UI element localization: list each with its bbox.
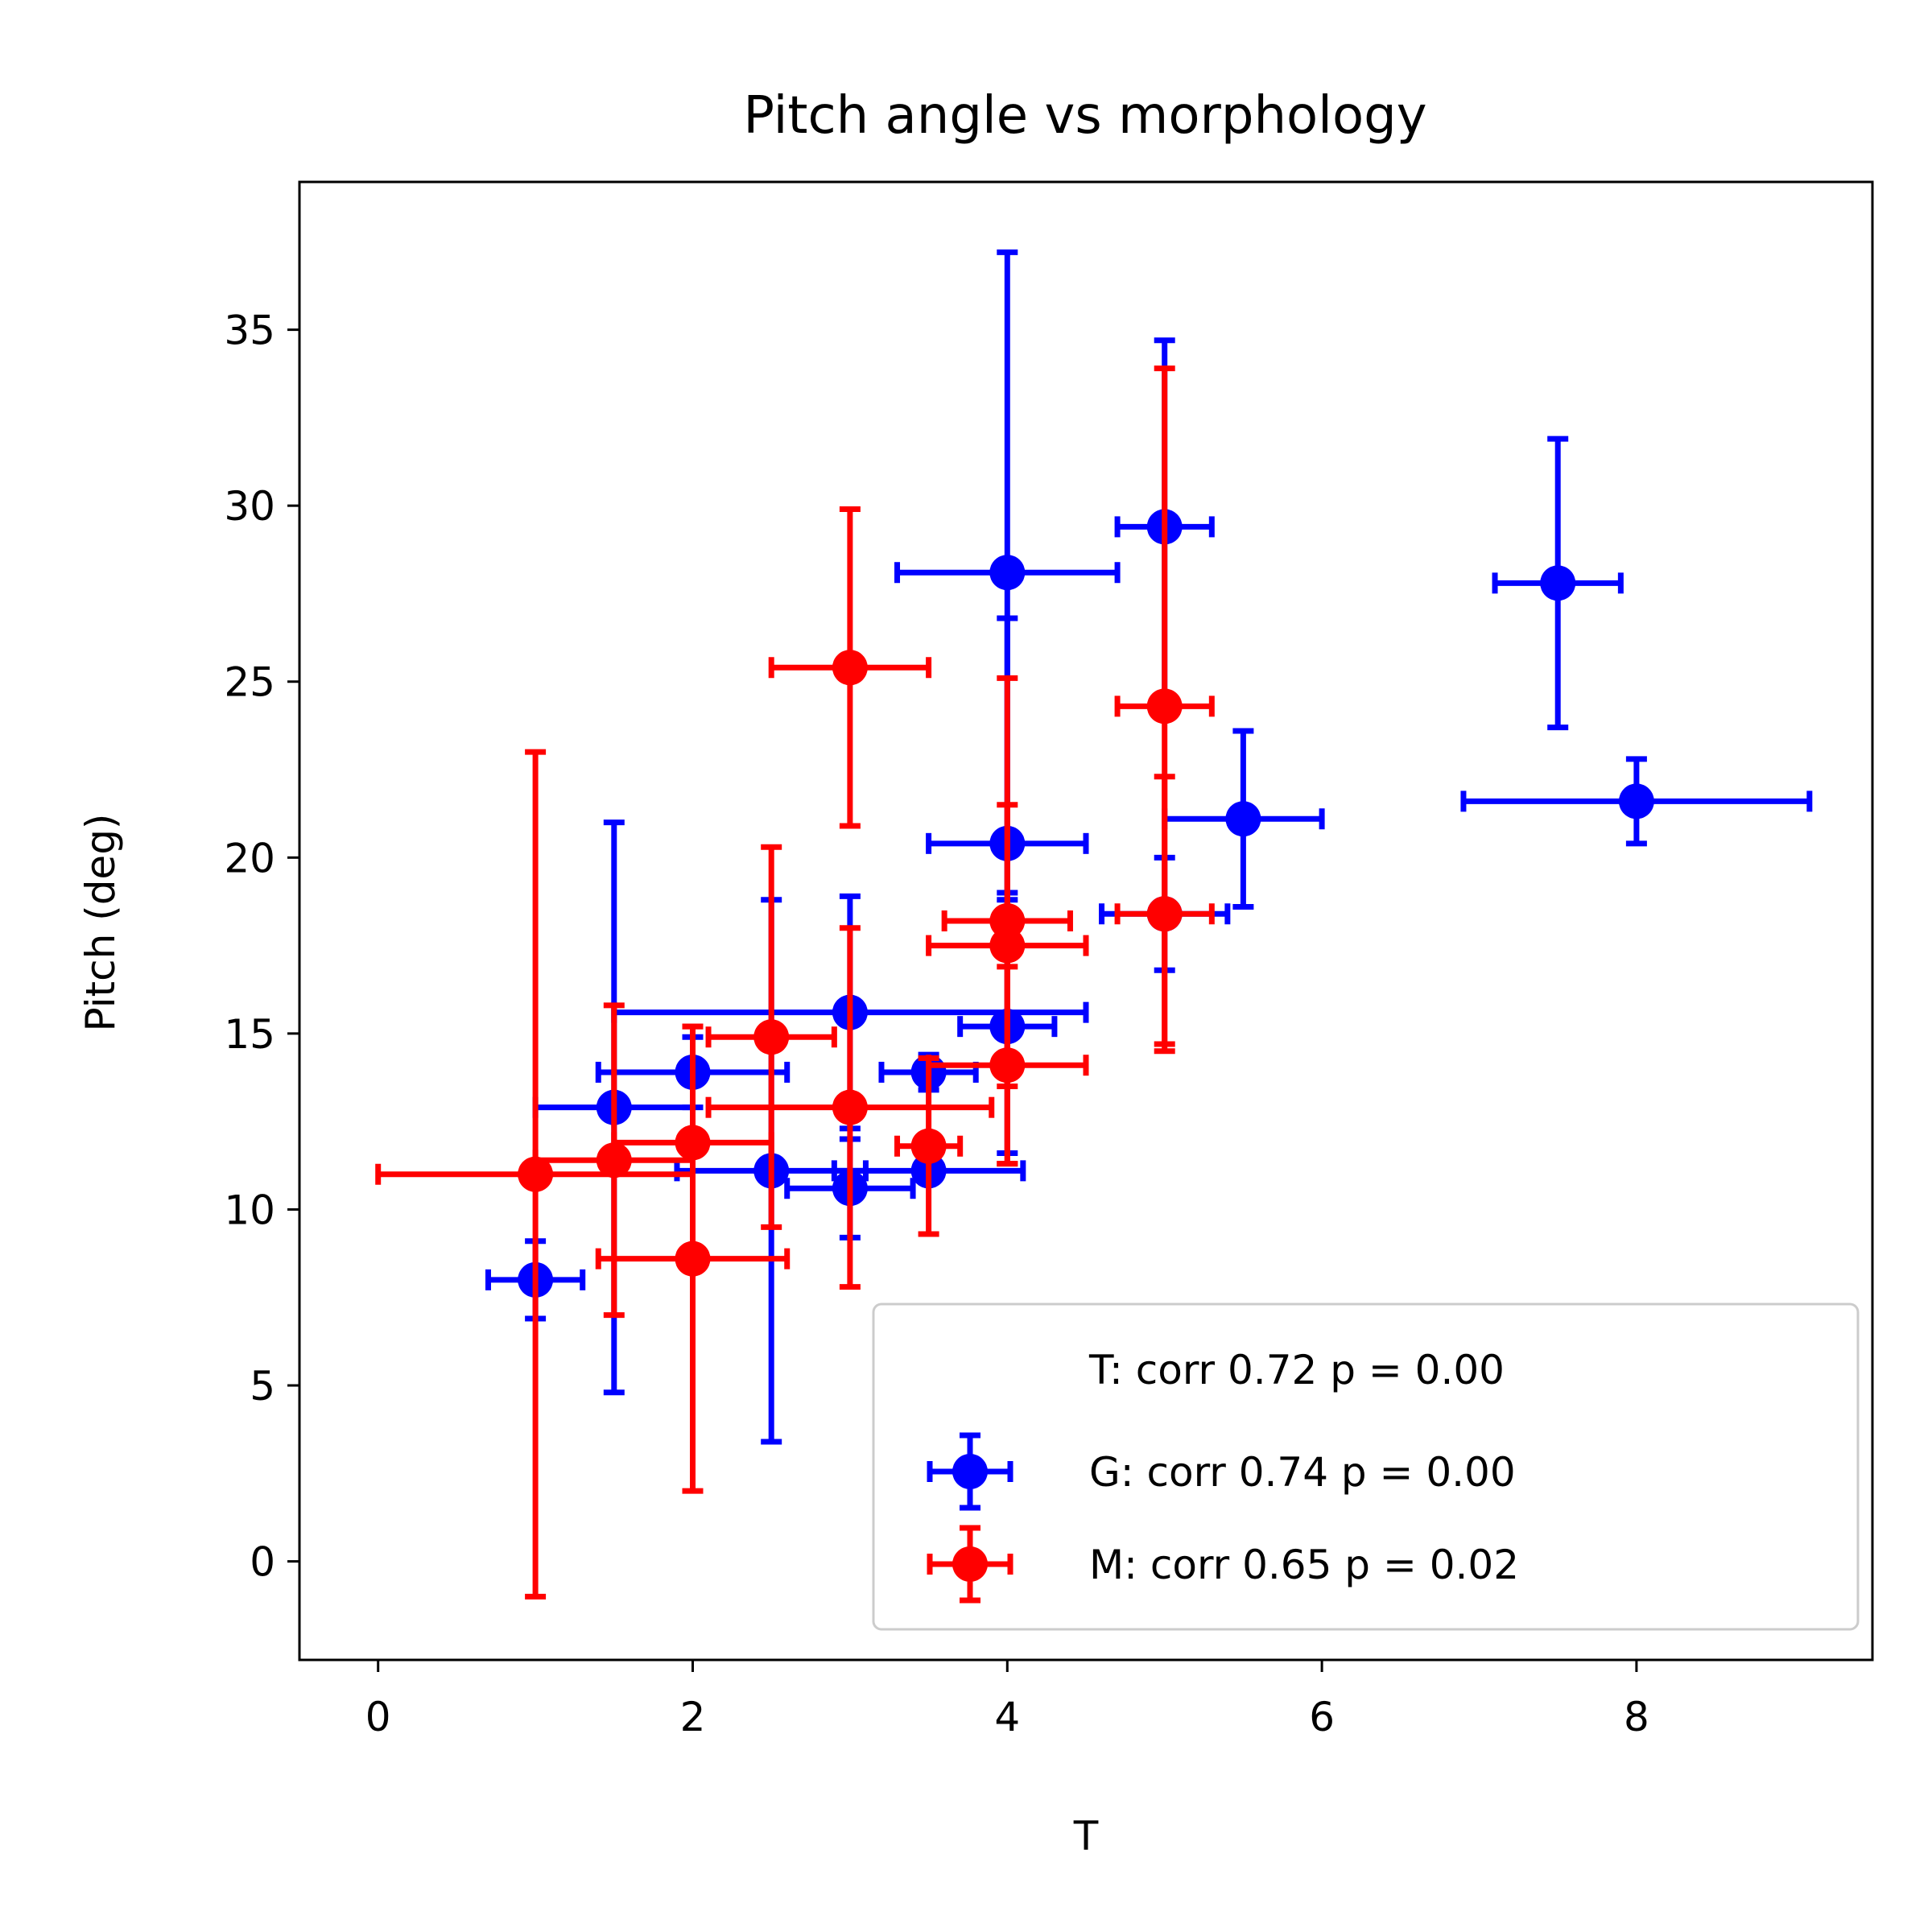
legend-marker xyxy=(952,1454,988,1489)
marker xyxy=(1618,783,1654,819)
marker xyxy=(1146,688,1183,724)
x-tick-label: 6 xyxy=(1309,1694,1335,1740)
legend-label: G: corr 0.74 p = 0.00 xyxy=(1089,1449,1516,1496)
y-tick-label: 25 xyxy=(224,659,275,706)
y-tick-label: 0 xyxy=(250,1539,275,1586)
plot-frame xyxy=(298,180,1874,1662)
data-point xyxy=(1114,774,1215,1055)
legend-header: T: corr 0.72 p = 0.00 xyxy=(1088,1347,1505,1393)
marker xyxy=(518,1156,554,1192)
series-m xyxy=(375,365,1215,1600)
y-axis: 0 5 10 15 20 25 30 35 xyxy=(224,308,299,1586)
legend-label: M: corr 0.65 p = 0.02 xyxy=(1089,1542,1519,1588)
y-tick-label: 20 xyxy=(224,835,275,881)
marker xyxy=(1225,801,1261,837)
x-tick-label: 4 xyxy=(994,1694,1020,1740)
marker xyxy=(832,1089,868,1125)
marker xyxy=(753,1019,790,1055)
x-axis: 0 2 4 6 8 xyxy=(365,1660,1649,1740)
marker xyxy=(989,555,1026,591)
data-point xyxy=(926,964,1089,1167)
marker xyxy=(989,1047,1026,1084)
marker xyxy=(675,1241,711,1277)
y-tick-label: 30 xyxy=(224,483,275,530)
marker xyxy=(1540,565,1576,601)
marker xyxy=(832,650,868,686)
marker xyxy=(910,1128,947,1164)
data-point xyxy=(926,802,1089,1089)
marker xyxy=(989,927,1026,964)
x-tick-label: 0 xyxy=(365,1694,391,1740)
marker xyxy=(596,1142,632,1179)
data-point xyxy=(595,1023,791,1494)
x-tick-label: 2 xyxy=(680,1694,706,1740)
y-axis-label: Pitch (deg) xyxy=(77,814,124,1032)
data-point xyxy=(894,1055,964,1237)
legend-marker xyxy=(952,1546,988,1582)
data-point xyxy=(705,925,995,1290)
data-point xyxy=(705,844,837,1230)
y-tick-label: 5 xyxy=(250,1363,275,1410)
y-tick-label: 15 xyxy=(224,1011,275,1058)
legend: T: corr 0.72 p = 0.00 G: corr 0.74 p = 0… xyxy=(872,1302,1860,1631)
chart-title: Pitch angle vs morphology xyxy=(743,86,1426,146)
legend-box xyxy=(872,1302,1860,1631)
data-point xyxy=(1492,436,1624,731)
data-point xyxy=(768,506,932,829)
legend-entries: G: corr 0.74 p = 0.00 M: corr 0.65 p = 0.… xyxy=(927,1432,1519,1604)
x-tick-label: 8 xyxy=(1624,1694,1649,1740)
legend-entry: M: corr 0.65 p = 0.02 xyxy=(927,1525,1519,1604)
data-point xyxy=(894,249,1121,896)
marker xyxy=(1146,896,1183,932)
y-tick-label: 35 xyxy=(224,308,275,354)
data-point xyxy=(1460,756,1813,847)
data-point xyxy=(1162,728,1325,910)
x-axis-label: T xyxy=(1073,1813,1099,1860)
y-tick-label: 10 xyxy=(224,1187,275,1233)
legend-entry: G: corr 0.74 p = 0.00 xyxy=(927,1432,1516,1511)
data-marks xyxy=(375,249,1813,1600)
